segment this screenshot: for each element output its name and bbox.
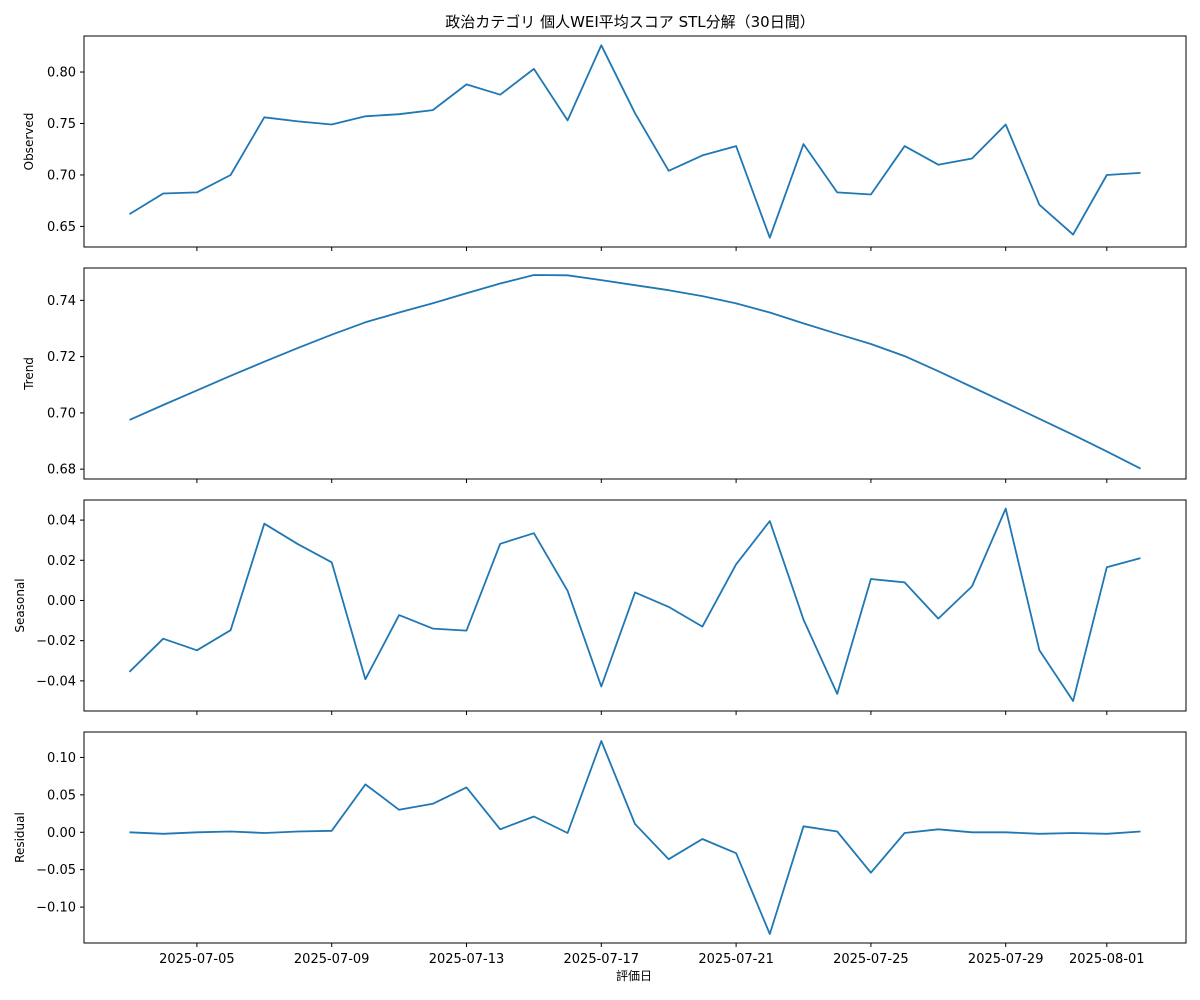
seasonal-line: [128, 507, 1141, 702]
y-axis-label: Observed: [22, 113, 36, 171]
x-tick-label: 2025-07-05: [159, 952, 235, 967]
y-tick-label: 0.02: [47, 554, 76, 569]
y-tick-label: 0.70: [47, 168, 76, 183]
x-tick-label: 2025-07-09: [294, 952, 370, 967]
y-tick-label: −0.10: [36, 901, 76, 916]
y-tick-label: 0.00: [47, 594, 76, 609]
y-tick-label: −0.02: [36, 634, 76, 649]
y-tick-label: 0.72: [47, 350, 76, 365]
y-tick-label: 0.10: [47, 751, 76, 766]
panel-seasonal: −0.04 −0.02 0.00 0.02 0.04 Seasonal: [13, 499, 1187, 715]
y-tick-label: 0.70: [47, 406, 76, 421]
panel-trend: 0.68 0.70 0.72 0.74 Trend: [22, 267, 1187, 483]
panel-frame: [83, 731, 1187, 944]
y-tick-label: 0.75: [47, 117, 76, 132]
y-tick-label: 0.74: [47, 294, 76, 309]
y-tick-label: 0.68: [47, 463, 76, 478]
y-axis-label: Residual: [13, 812, 27, 863]
x-tick-label: 2025-07-21: [698, 952, 774, 967]
chart-title: 政治カテゴリ 個人WEI平均スコア STL分解（30日間）: [445, 13, 814, 31]
panel-frame: [83, 35, 1187, 248]
panel-frame: [83, 499, 1187, 712]
panel-observed: 0.65 0.70 0.75 0.80 Observed: [22, 35, 1187, 251]
trend-line: [129, 274, 1141, 470]
y-tick-label: −0.05: [36, 863, 76, 878]
panel-residual: −0.10 −0.05 0.00 0.05 0.10 Residual 2025-07-05…: [13, 731, 1187, 967]
residual-line: [129, 740, 1141, 935]
y-axis-label: Seasonal: [13, 578, 27, 632]
observed-line: [129, 44, 1141, 239]
x-tick-label: 2025-07-17: [564, 952, 640, 967]
y-tick-label: 0.65: [47, 220, 76, 235]
x-tick-label: 2025-08-01: [1069, 952, 1145, 967]
y-tick-label: −0.04: [36, 674, 76, 689]
x-tick-label: 2025-07-13: [429, 952, 505, 967]
x-tick-label: 2025-07-25: [833, 952, 909, 967]
y-tick-label: 0.04: [47, 514, 76, 529]
x-tick-label: 2025-07-29: [968, 952, 1044, 967]
y-tick-label: 0.05: [47, 788, 76, 803]
panel-frame: [83, 267, 1187, 480]
x-axis-label: 評価日: [616, 968, 652, 983]
y-tick-label: 0.80: [47, 66, 76, 81]
y-tick-label: 0.00: [47, 826, 76, 841]
y-axis-label: Trend: [22, 357, 36, 391]
